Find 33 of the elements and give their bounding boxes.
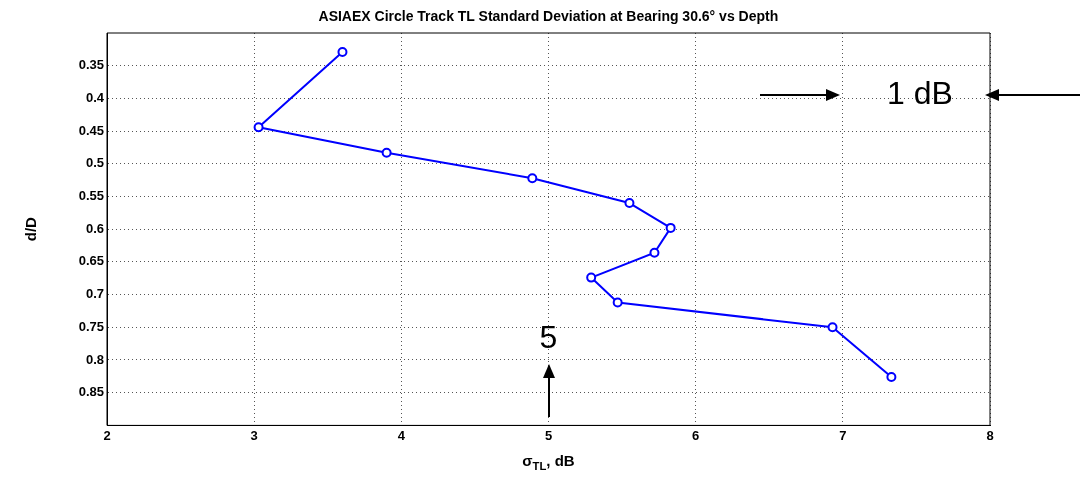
x-tick-label: 5	[544, 427, 553, 443]
point	[624, 198, 635, 209]
point	[527, 173, 538, 184]
point	[827, 322, 838, 333]
point	[665, 222, 676, 233]
point	[381, 147, 392, 158]
point	[649, 247, 660, 258]
y-tick-label: 0.5	[85, 155, 104, 171]
point	[612, 297, 623, 308]
x-tick-label: 3	[250, 427, 258, 443]
x-tick-label: 7	[839, 427, 847, 443]
point	[586, 272, 597, 283]
x-tick-label: 4	[397, 427, 406, 443]
point	[337, 46, 348, 57]
y-tick-label: 0.75	[78, 318, 104, 334]
y-tick-label: 0.35	[78, 57, 104, 73]
point	[886, 372, 897, 382]
annotation: 1 dB	[887, 74, 953, 111]
y-tick-label: 0.7	[85, 286, 104, 302]
y-tick-label: 0.45	[78, 122, 104, 138]
y-tick-label: 0.6	[85, 220, 104, 236]
y-axis-title: d/D	[22, 216, 40, 242]
y-tick-label: 0.85	[78, 384, 104, 400]
y-tick-label: 0.8	[85, 351, 104, 367]
x-tick-label: 6	[692, 427, 700, 443]
point	[253, 122, 264, 133]
x-tick-label: 8	[986, 427, 994, 443]
y-tick-label: 0.55	[78, 188, 104, 204]
y-tick-label: 0.65	[78, 253, 104, 269]
y-tick-label: 0.4	[85, 89, 105, 105]
chart-title: ASIAEX Circle Track TL Standard Deviation at Bearing 30.6° vs Depth	[318, 7, 779, 24]
x-tick-label: 2	[103, 427, 111, 443]
annotation: 5	[539, 319, 558, 356]
